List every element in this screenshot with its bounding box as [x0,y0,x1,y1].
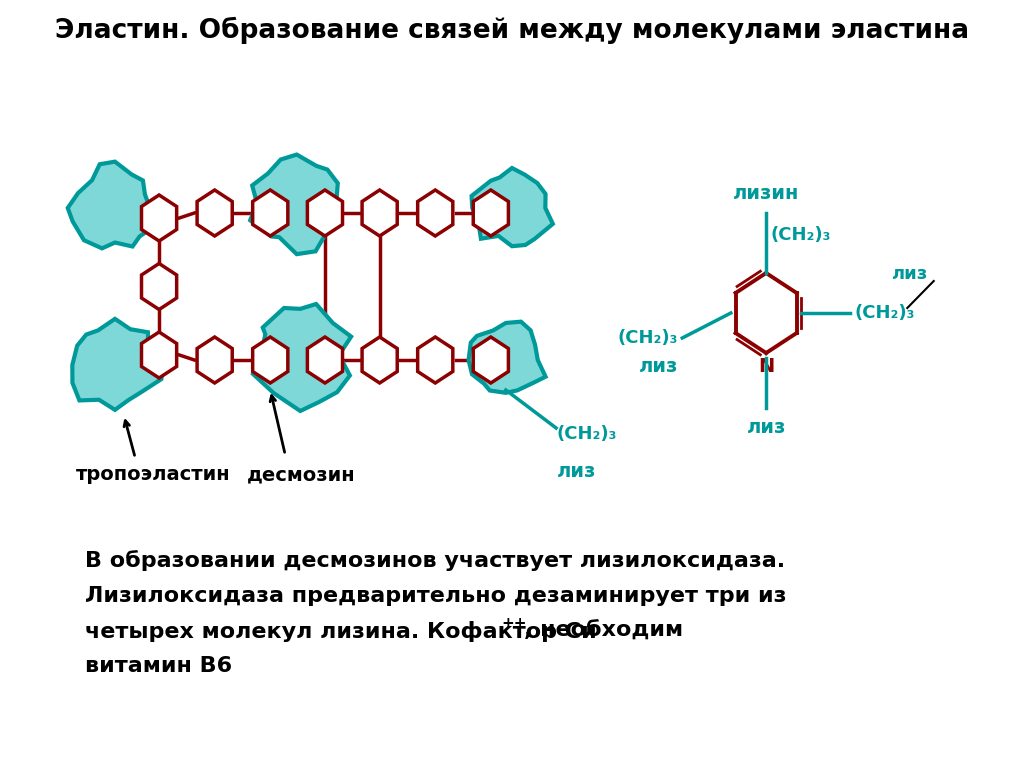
Text: Эластин. Образование связей между молекулами эластина: Эластин. Образование связей между молеку… [55,16,969,44]
Text: витамин В6: витамин В6 [85,656,232,676]
Text: тропоэластин: тропоэластин [76,465,230,485]
Text: ++: ++ [502,615,527,631]
Polygon shape [253,304,351,411]
Polygon shape [141,263,177,310]
Text: лизин: лизин [733,184,800,203]
Polygon shape [141,332,177,378]
Polygon shape [141,195,177,241]
Text: (CH₂)₃: (CH₂)₃ [854,304,914,322]
Polygon shape [418,190,453,236]
Polygon shape [68,161,154,248]
Text: В образовании десмозинов участвует лизилоксидаза.: В образовании десмозинов участвует лизил… [85,551,785,571]
Text: N: N [758,357,774,376]
Polygon shape [473,190,508,236]
Text: (CH₂)₃: (CH₂)₃ [770,226,830,244]
Polygon shape [362,337,397,383]
Text: десмозин: десмозин [248,465,356,485]
Text: четырех молекул лизина. Кофактор Си: четырех молекул лизина. Кофактор Си [85,621,597,641]
Polygon shape [307,337,342,383]
Text: (CH₂)₃: (CH₂)₃ [617,329,678,347]
Polygon shape [250,154,338,254]
Polygon shape [473,337,508,383]
Polygon shape [253,190,288,236]
Polygon shape [197,190,232,236]
Polygon shape [362,190,397,236]
Polygon shape [469,322,546,392]
Polygon shape [73,319,163,410]
Text: лиз: лиз [639,356,678,376]
Text: Лизилоксидаза предварительно дезаминирует три из: Лизилоксидаза предварительно дезаминируе… [85,586,786,606]
Polygon shape [472,168,553,247]
Polygon shape [197,337,232,383]
Polygon shape [418,337,453,383]
Text: лиз: лиз [557,462,596,481]
Text: лиз: лиз [891,265,928,283]
Text: , необходим: , необходим [524,621,683,641]
Text: (CH₂)₃: (CH₂)₃ [557,425,617,443]
Polygon shape [253,337,288,383]
Polygon shape [307,190,342,236]
Text: лиз: лиз [746,418,785,437]
